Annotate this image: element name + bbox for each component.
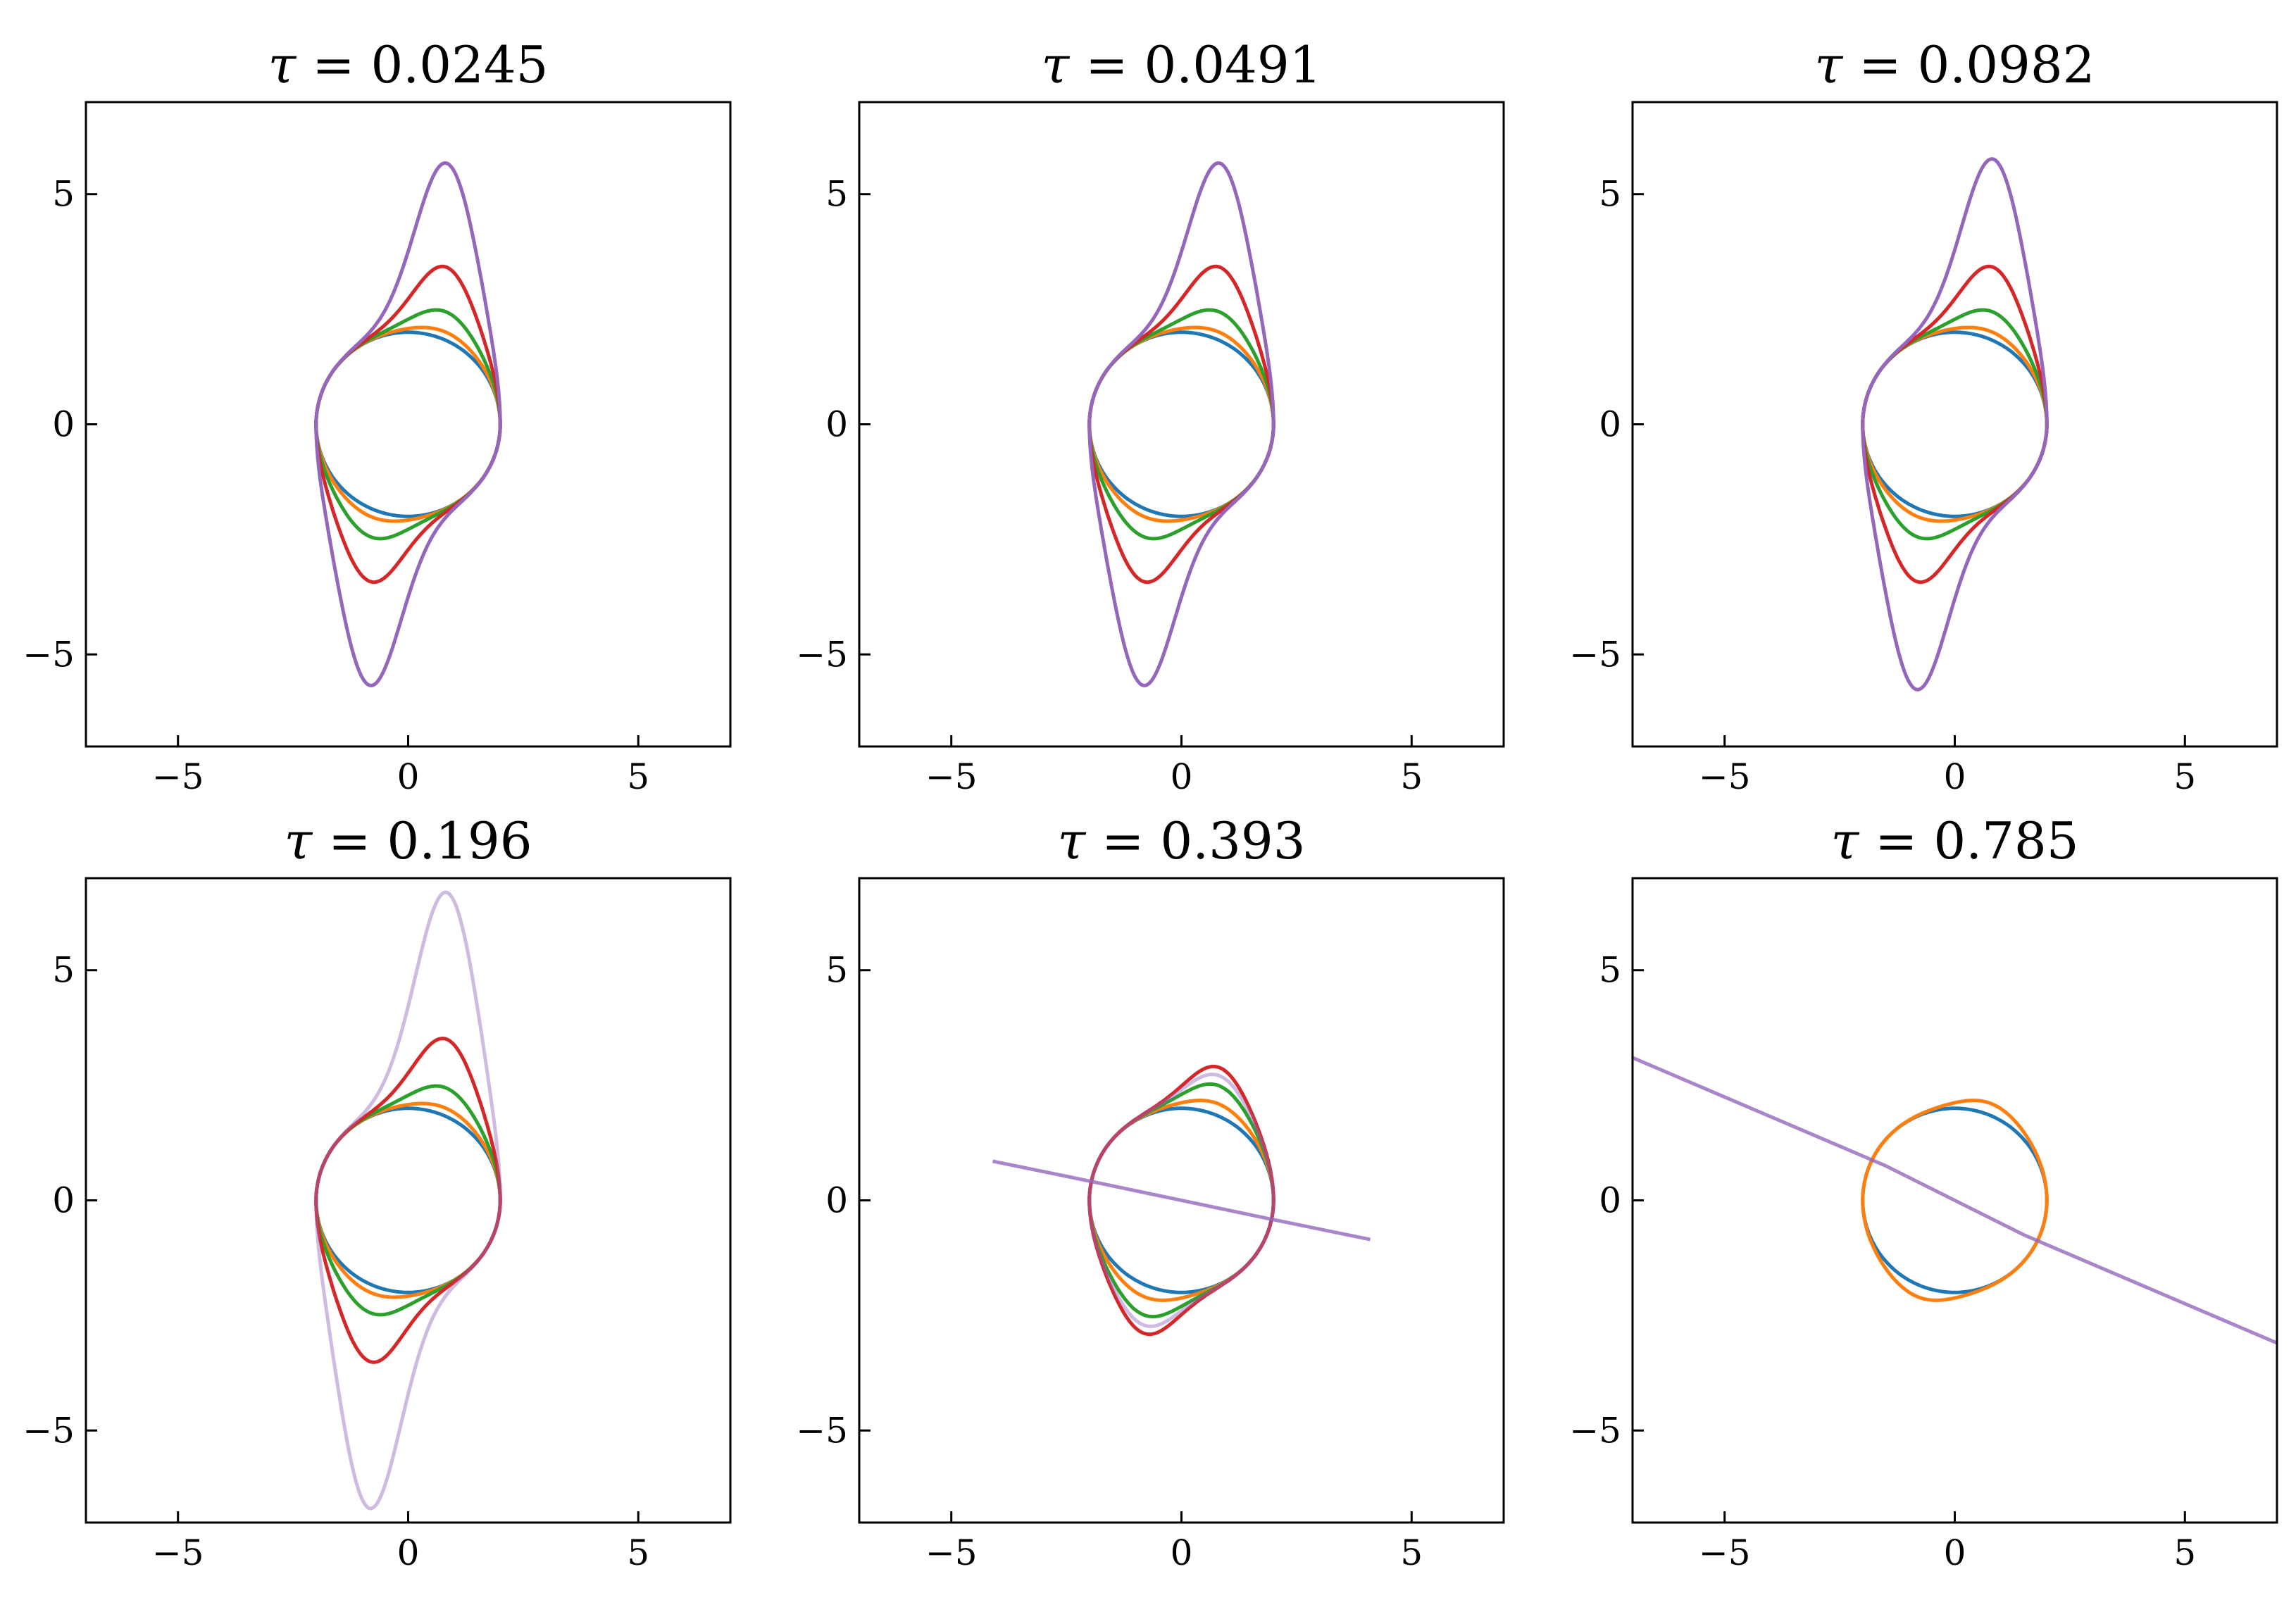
y-tick-label: 0	[825, 1180, 848, 1221]
x-tick-label: −5	[1699, 1532, 1751, 1573]
y-tick-label: 0	[52, 404, 75, 445]
x-tick-label: 5	[627, 1532, 649, 1573]
title-equals: =	[1069, 35, 1144, 94]
y-tick-label: −5	[23, 1410, 75, 1451]
y-tick-label: 5	[1599, 174, 1621, 215]
title-equals: =	[312, 811, 387, 870]
title-value: 0.785	[1933, 811, 2078, 870]
title-tau: τ	[1830, 811, 1859, 870]
series-s5-line	[1861, 157, 2049, 692]
series-s5-line	[1087, 161, 1275, 688]
x-tick-label: 5	[1400, 756, 1423, 797]
x-tick-label: 0	[1171, 756, 1193, 797]
y-tick-label: −5	[1569, 634, 1621, 675]
y-tick-label: 0	[1599, 404, 1621, 445]
curves	[1087, 161, 1275, 688]
y-tick-label: −5	[23, 634, 75, 675]
title-value: 0.196	[387, 811, 532, 870]
y-tick-label: 5	[825, 950, 848, 991]
x-tick-label: −5	[152, 1532, 204, 1573]
title-value: 0.393	[1160, 811, 1305, 870]
curves	[992, 1064, 1371, 1337]
subplot-1: τ = 0.0245 −5 −5 0 0 5 5	[23, 35, 732, 797]
title-value: 0.0982	[1918, 35, 2095, 94]
axes-frame	[858, 101, 1505, 748]
x-tick-label: 0	[1944, 756, 1966, 797]
series-s5-line	[314, 890, 502, 1511]
title-tau: τ	[1042, 35, 1071, 94]
x-tick-label: 0	[397, 756, 420, 797]
title-tau: τ	[268, 35, 297, 94]
plot-title: τ = 0.0245	[268, 35, 549, 94]
series-s3-line	[314, 1084, 502, 1317]
plot-title: τ = 0.0982	[1815, 35, 2095, 94]
plot-title: τ = 0.196	[284, 811, 532, 870]
x-tick-label: 5	[627, 756, 649, 797]
series-s3-line	[314, 308, 502, 541]
series-s3-line	[1861, 308, 2049, 541]
subplot-4: τ = 0.196 −5 −5 0 0 5 5	[23, 811, 732, 1573]
title-tau: τ	[1815, 35, 1844, 94]
series-s3-line	[1087, 308, 1275, 541]
subplot-2: τ = 0.0491 −5 −5 0 0 5 5	[796, 35, 1505, 797]
subplot-5: τ = 0.393 −5 −5 0 0 5 5	[796, 811, 1505, 1573]
curves	[314, 161, 502, 688]
y-tick-label: 0	[825, 404, 848, 445]
curves	[314, 890, 502, 1511]
y-tick-label: −5	[796, 1410, 848, 1451]
title-equals: =	[1085, 811, 1160, 870]
title-equals: =	[1859, 811, 1933, 870]
curves	[1633, 1056, 2277, 1345]
title-tau: τ	[284, 811, 313, 870]
y-tick-label: 5	[1599, 950, 1621, 991]
title-equals: =	[296, 35, 370, 94]
y-tick-label: 0	[52, 1180, 75, 1221]
y-tick-label: 0	[1599, 1180, 1621, 1221]
plot-title: τ = 0.0491	[1042, 35, 1322, 94]
plot-title: τ = 0.785	[1830, 811, 2078, 870]
axes-frame	[85, 877, 732, 1524]
x-tick-label: −5	[1699, 756, 1751, 797]
y-tick-label: 5	[52, 950, 75, 991]
series-s5-line	[314, 161, 502, 688]
axes-frame	[85, 101, 732, 748]
curves	[1861, 157, 2049, 692]
subplot-3: τ = 0.0982 −5 −5 0 0 5 5	[1569, 35, 2278, 797]
x-tick-label: −5	[152, 756, 204, 797]
x-tick-label: 0	[397, 1532, 420, 1573]
y-tick-label: 5	[52, 174, 75, 215]
series-s4-line	[314, 264, 502, 585]
axes-frame	[1631, 101, 2278, 748]
title-value: 0.0245	[371, 35, 549, 94]
title-tau: τ	[1057, 811, 1086, 870]
plot-title: τ = 0.393	[1057, 811, 1305, 870]
y-tick-label: 5	[825, 174, 848, 215]
series-s2-line	[1861, 1099, 2049, 1302]
x-tick-label: 0	[1944, 1532, 1966, 1573]
y-tick-label: −5	[796, 634, 848, 675]
series-s4-line	[1861, 264, 2049, 585]
x-tick-label: 5	[1400, 1532, 1423, 1573]
subplot-6: τ = 0.785 −5 −5 0 0 5 5	[1569, 811, 2278, 1573]
y-tick-label: −5	[1569, 1410, 1621, 1451]
x-tick-label: 0	[1171, 1532, 1193, 1573]
title-value: 0.0491	[1144, 35, 1322, 94]
series-s4-line	[1087, 264, 1275, 585]
x-tick-label: 5	[2173, 756, 2196, 797]
title-equals: =	[1842, 35, 1917, 94]
extra-line-1	[992, 1159, 1371, 1242]
series-s4-line	[1087, 1064, 1275, 1337]
extra-line-1	[1633, 1056, 2277, 1345]
x-tick-label: −5	[925, 1532, 978, 1573]
series-s5-line	[1087, 1073, 1275, 1328]
series-s4-line	[314, 1037, 502, 1364]
x-tick-label: 5	[2173, 1532, 2196, 1573]
x-tick-label: −5	[925, 756, 978, 797]
